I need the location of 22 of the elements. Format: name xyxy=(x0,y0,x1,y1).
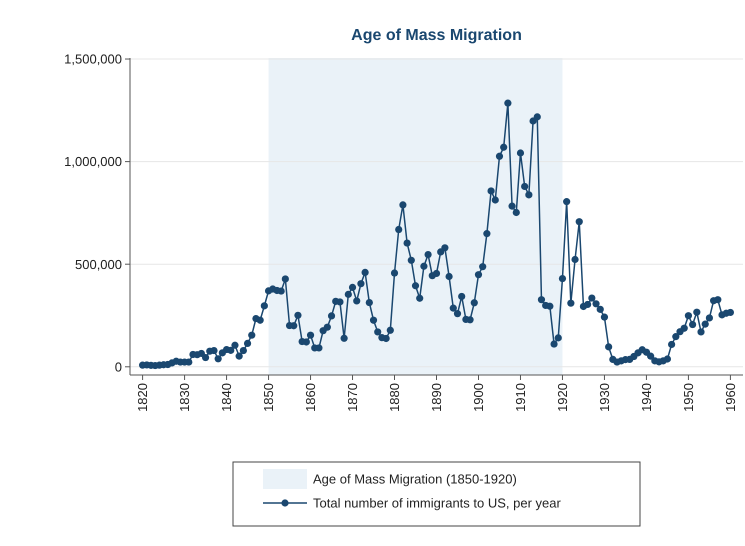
x-tick-label: 1860 xyxy=(303,383,318,412)
y-tick-label: 1,000,000 xyxy=(64,154,122,170)
x-tick-label: 1870 xyxy=(345,383,360,412)
x-tick-label: 1940 xyxy=(638,383,654,412)
x-tick-label: 1950 xyxy=(680,383,696,412)
y-tick-label: 500,000 xyxy=(75,256,122,272)
x-tick-label: 1840 xyxy=(219,383,234,412)
chart-title: Age of Mass Migration xyxy=(351,27,522,44)
x-tick-label: 1920 xyxy=(555,383,570,412)
x-tick-label: 1830 xyxy=(177,383,192,412)
x-tick-label: 1960 xyxy=(722,383,738,412)
x-tick-label: 1910 xyxy=(513,383,528,412)
legend-label: Total number of immigrants to US, per year xyxy=(313,496,562,511)
x-tick-label: 1850 xyxy=(261,383,276,412)
x-tick-label: 1880 xyxy=(387,383,402,412)
x-tick-label: 1900 xyxy=(471,383,486,412)
legend-label: Age of Mass Migration (1850-1920) xyxy=(313,472,517,487)
x-tick-label: 1930 xyxy=(596,383,612,412)
y-tick-label: 1,500,000 xyxy=(64,52,122,67)
y-tick-label: 0 xyxy=(114,359,122,374)
x-tick-label: 1890 xyxy=(429,383,444,412)
x-tick-label: 1820 xyxy=(135,383,150,412)
